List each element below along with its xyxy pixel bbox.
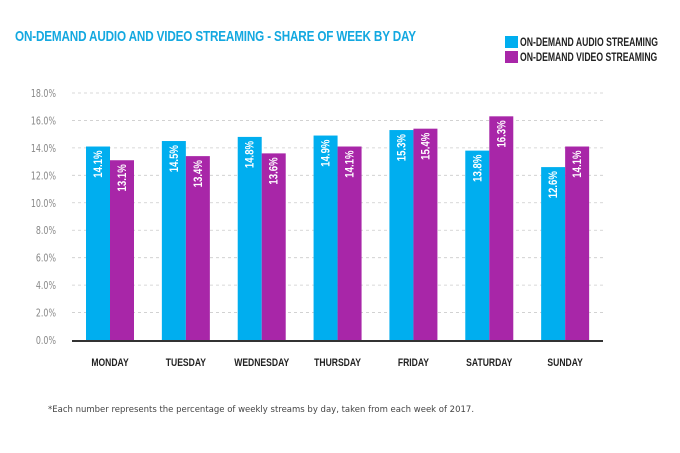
data-label: 14.1% (571, 150, 584, 178)
bar-video (110, 160, 134, 340)
bar-video (413, 128, 438, 340)
bar-video (565, 146, 590, 340)
x-tick-label: MONDAY (91, 357, 129, 369)
bar-chart: 0.0% 2.0% 4.0% 6.0% 8.0% 10.0% 12.0% 14.0% 16.0%… (31, 88, 603, 369)
chart-title: ON-DEMAND AUDIO AND VIDEO STREAMING - SH… (15, 28, 416, 45)
data-label: 13.1% (116, 164, 129, 192)
bar-video (185, 156, 210, 340)
data-label: 13.4% (192, 160, 205, 188)
legend-item-audio: ON-DEMAND AUDIO STREAMING (505, 34, 680, 49)
x-tick-label: SATURDAY (466, 357, 513, 369)
bar-video (489, 116, 514, 340)
bar-audio (541, 167, 566, 340)
x-tick-label: FRIDAY (398, 357, 430, 369)
bar-audio (86, 146, 110, 340)
legend-label-audio: ON-DEMAND AUDIO STREAMING (520, 34, 658, 49)
x-tick-label: TUESDAY (166, 357, 207, 369)
y-tick-label: 12.0% (31, 170, 56, 183)
y-tick-label: 4.0% (36, 280, 56, 293)
y-tick-label: 0.0% (36, 335, 56, 348)
data-label: 13.8% (471, 154, 484, 182)
data-label: 14.1% (92, 150, 105, 178)
y-tick-label: 6.0% (36, 252, 56, 265)
y-tick-label: 14.0% (31, 143, 56, 156)
y-tick-label: 18.0% (31, 88, 56, 101)
legend-swatch-video (505, 50, 518, 63)
data-label: 13.6% (268, 157, 281, 185)
y-tick-label: 10.0% (31, 198, 56, 211)
bar-audio (389, 130, 414, 340)
y-tick-label: 2.0% (36, 307, 56, 320)
data-label: 14.1% (344, 150, 357, 178)
legend: ON-DEMAND AUDIO STREAMING ON-DEMAND VIDE… (505, 34, 680, 64)
data-label: 14.9% (320, 139, 333, 167)
footnote: *Each number represents the percentage o… (48, 405, 475, 415)
bar-audio (237, 136, 262, 340)
y-tick-label: 16.0% (31, 115, 56, 128)
bar-audio (313, 135, 338, 340)
bar-video (337, 146, 362, 340)
data-label: 15.4% (419, 132, 432, 160)
x-tick-label: WEDNESDAY (234, 357, 289, 369)
bar-audio (161, 141, 186, 340)
bar-video (261, 153, 286, 340)
y-tick-label: 8.0% (36, 225, 56, 238)
legend-item-video: ON-DEMAND VIDEO STREAMING (505, 49, 680, 64)
legend-label-video: ON-DEMAND VIDEO STREAMING (520, 49, 658, 64)
x-tick-label: SUNDAY (547, 357, 583, 369)
data-label: 14.5% (168, 145, 181, 173)
bar-audio (465, 150, 490, 340)
data-label: 14.8% (244, 141, 257, 169)
data-label: 12.6% (547, 171, 560, 199)
x-tick-label: THURSDAY (314, 357, 361, 369)
data-label: 16.3% (495, 120, 508, 148)
data-label: 15.3% (395, 134, 408, 162)
legend-swatch-audio (505, 35, 518, 48)
